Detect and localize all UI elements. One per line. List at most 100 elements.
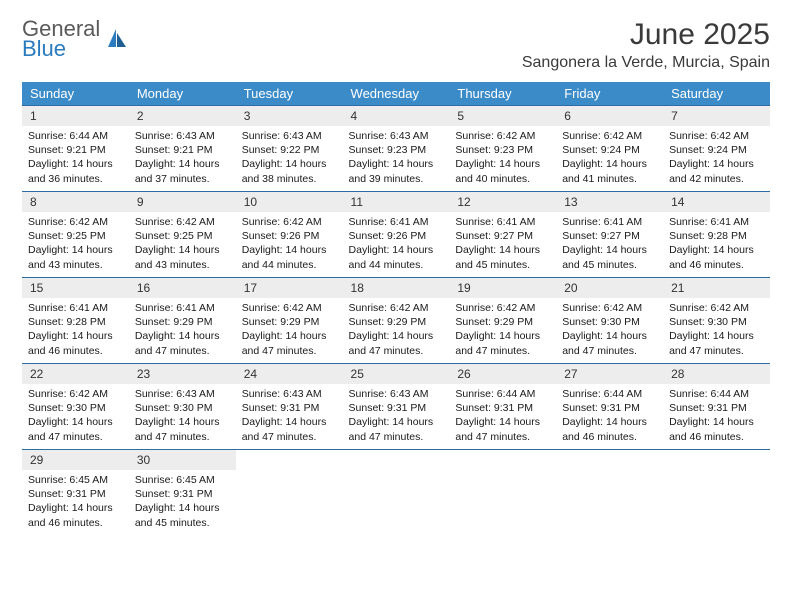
day-number: 21 xyxy=(663,278,770,298)
day-number: 27 xyxy=(556,364,663,384)
calendar-cell: 20Sunrise: 6:42 AMSunset: 9:30 PMDayligh… xyxy=(556,278,663,364)
day-number: 18 xyxy=(343,278,450,298)
calendar-cell: 1Sunrise: 6:44 AMSunset: 9:21 PMDaylight… xyxy=(22,106,129,192)
calendar-cell: 15Sunrise: 6:41 AMSunset: 9:28 PMDayligh… xyxy=(22,278,129,364)
day-header: Friday xyxy=(556,82,663,106)
calendar-cell: 9Sunrise: 6:42 AMSunset: 9:25 PMDaylight… xyxy=(129,192,236,278)
day-number: 16 xyxy=(129,278,236,298)
calendar-cell: .. xyxy=(343,450,450,536)
day-details: Sunrise: 6:44 AMSunset: 9:31 PMDaylight:… xyxy=(556,384,663,448)
day-number: 29 xyxy=(22,450,129,470)
calendar-cell: 11Sunrise: 6:41 AMSunset: 9:26 PMDayligh… xyxy=(343,192,450,278)
day-details: Sunrise: 6:42 AMSunset: 9:24 PMDaylight:… xyxy=(663,126,770,190)
day-details: Sunrise: 6:43 AMSunset: 9:31 PMDaylight:… xyxy=(343,384,450,448)
day-details: Sunrise: 6:42 AMSunset: 9:25 PMDaylight:… xyxy=(129,212,236,276)
day-number: 19 xyxy=(449,278,556,298)
day-details: Sunrise: 6:42 AMSunset: 9:25 PMDaylight:… xyxy=(22,212,129,276)
calendar-cell: 29Sunrise: 6:45 AMSunset: 9:31 PMDayligh… xyxy=(22,450,129,536)
calendar-cell: .. xyxy=(449,450,556,536)
day-details: Sunrise: 6:43 AMSunset: 9:31 PMDaylight:… xyxy=(236,384,343,448)
day-header: Sunday xyxy=(22,82,129,106)
day-number: 3 xyxy=(236,106,343,126)
brand-sail-icon xyxy=(104,27,128,51)
day-details: Sunrise: 6:41 AMSunset: 9:27 PMDaylight:… xyxy=(449,212,556,276)
calendar-cell: 22Sunrise: 6:42 AMSunset: 9:30 PMDayligh… xyxy=(22,364,129,450)
day-details: Sunrise: 6:43 AMSunset: 9:21 PMDaylight:… xyxy=(129,126,236,190)
brand-logo: General Blue xyxy=(22,18,128,60)
calendar-row: 22Sunrise: 6:42 AMSunset: 9:30 PMDayligh… xyxy=(22,364,770,450)
day-number: 7 xyxy=(663,106,770,126)
day-number: 2 xyxy=(129,106,236,126)
day-number: 23 xyxy=(129,364,236,384)
calendar-cell: 24Sunrise: 6:43 AMSunset: 9:31 PMDayligh… xyxy=(236,364,343,450)
day-details: Sunrise: 6:42 AMSunset: 9:29 PMDaylight:… xyxy=(236,298,343,362)
calendar-cell: 16Sunrise: 6:41 AMSunset: 9:29 PMDayligh… xyxy=(129,278,236,364)
day-number: 6 xyxy=(556,106,663,126)
calendar-cell: 6Sunrise: 6:42 AMSunset: 9:24 PMDaylight… xyxy=(556,106,663,192)
day-number: 22 xyxy=(22,364,129,384)
day-details: Sunrise: 6:41 AMSunset: 9:28 PMDaylight:… xyxy=(663,212,770,276)
day-details: Sunrise: 6:42 AMSunset: 9:23 PMDaylight:… xyxy=(449,126,556,190)
calendar-body: 1Sunrise: 6:44 AMSunset: 9:21 PMDaylight… xyxy=(22,106,770,536)
day-number: 5 xyxy=(449,106,556,126)
day-number: 30 xyxy=(129,450,236,470)
day-number: 24 xyxy=(236,364,343,384)
calendar-cell: 7Sunrise: 6:42 AMSunset: 9:24 PMDaylight… xyxy=(663,106,770,192)
calendar-cell: 17Sunrise: 6:42 AMSunset: 9:29 PMDayligh… xyxy=(236,278,343,364)
day-number: 14 xyxy=(663,192,770,212)
day-details: Sunrise: 6:42 AMSunset: 9:30 PMDaylight:… xyxy=(22,384,129,448)
day-number: 28 xyxy=(663,364,770,384)
calendar-row: 8Sunrise: 6:42 AMSunset: 9:25 PMDaylight… xyxy=(22,192,770,278)
day-number: 12 xyxy=(449,192,556,212)
calendar-cell: .. xyxy=(556,450,663,536)
calendar-row: 29Sunrise: 6:45 AMSunset: 9:31 PMDayligh… xyxy=(22,450,770,536)
day-details: Sunrise: 6:44 AMSunset: 9:31 PMDaylight:… xyxy=(449,384,556,448)
calendar-cell: 12Sunrise: 6:41 AMSunset: 9:27 PMDayligh… xyxy=(449,192,556,278)
day-details: Sunrise: 6:41 AMSunset: 9:27 PMDaylight:… xyxy=(556,212,663,276)
calendar-cell: 14Sunrise: 6:41 AMSunset: 9:28 PMDayligh… xyxy=(663,192,770,278)
calendar-cell: 21Sunrise: 6:42 AMSunset: 9:30 PMDayligh… xyxy=(663,278,770,364)
day-details: Sunrise: 6:41 AMSunset: 9:28 PMDaylight:… xyxy=(22,298,129,362)
calendar-row: 1Sunrise: 6:44 AMSunset: 9:21 PMDaylight… xyxy=(22,106,770,192)
calendar-cell: 4Sunrise: 6:43 AMSunset: 9:23 PMDaylight… xyxy=(343,106,450,192)
day-details: Sunrise: 6:41 AMSunset: 9:26 PMDaylight:… xyxy=(343,212,450,276)
day-header-row: Sunday Monday Tuesday Wednesday Thursday… xyxy=(22,82,770,106)
calendar-cell: 10Sunrise: 6:42 AMSunset: 9:26 PMDayligh… xyxy=(236,192,343,278)
day-number: 8 xyxy=(22,192,129,212)
calendar-cell: 8Sunrise: 6:42 AMSunset: 9:25 PMDaylight… xyxy=(22,192,129,278)
day-number: 11 xyxy=(343,192,450,212)
day-number: 20 xyxy=(556,278,663,298)
calendar-cell: 5Sunrise: 6:42 AMSunset: 9:23 PMDaylight… xyxy=(449,106,556,192)
brand-line2: Blue xyxy=(22,38,100,60)
day-number: 17 xyxy=(236,278,343,298)
day-header: Monday xyxy=(129,82,236,106)
calendar-cell: 23Sunrise: 6:43 AMSunset: 9:30 PMDayligh… xyxy=(129,364,236,450)
calendar-cell: 30Sunrise: 6:45 AMSunset: 9:31 PMDayligh… xyxy=(129,450,236,536)
day-details: Sunrise: 6:41 AMSunset: 9:29 PMDaylight:… xyxy=(129,298,236,362)
day-details: Sunrise: 6:42 AMSunset: 9:24 PMDaylight:… xyxy=(556,126,663,190)
day-details: Sunrise: 6:42 AMSunset: 9:29 PMDaylight:… xyxy=(343,298,450,362)
calendar-cell: 3Sunrise: 6:43 AMSunset: 9:22 PMDaylight… xyxy=(236,106,343,192)
day-details: Sunrise: 6:44 AMSunset: 9:21 PMDaylight:… xyxy=(22,126,129,190)
calendar-cell: 2Sunrise: 6:43 AMSunset: 9:21 PMDaylight… xyxy=(129,106,236,192)
calendar-cell: 18Sunrise: 6:42 AMSunset: 9:29 PMDayligh… xyxy=(343,278,450,364)
day-details: Sunrise: 6:42 AMSunset: 9:26 PMDaylight:… xyxy=(236,212,343,276)
calendar-table: Sunday Monday Tuesday Wednesday Thursday… xyxy=(22,82,770,536)
day-number: 15 xyxy=(22,278,129,298)
day-number: 4 xyxy=(343,106,450,126)
day-details: Sunrise: 6:43 AMSunset: 9:23 PMDaylight:… xyxy=(343,126,450,190)
day-details: Sunrise: 6:42 AMSunset: 9:29 PMDaylight:… xyxy=(449,298,556,362)
calendar-cell: 28Sunrise: 6:44 AMSunset: 9:31 PMDayligh… xyxy=(663,364,770,450)
day-number: 26 xyxy=(449,364,556,384)
day-header: Saturday xyxy=(663,82,770,106)
calendar-cell: .. xyxy=(663,450,770,536)
day-details: Sunrise: 6:43 AMSunset: 9:30 PMDaylight:… xyxy=(129,384,236,448)
calendar-cell: 19Sunrise: 6:42 AMSunset: 9:29 PMDayligh… xyxy=(449,278,556,364)
page-header: General Blue June 2025 Sangonera la Verd… xyxy=(22,18,770,72)
day-number: 25 xyxy=(343,364,450,384)
day-details: Sunrise: 6:42 AMSunset: 9:30 PMDaylight:… xyxy=(663,298,770,362)
day-details: Sunrise: 6:45 AMSunset: 9:31 PMDaylight:… xyxy=(22,470,129,534)
day-header: Thursday xyxy=(449,82,556,106)
day-number: 9 xyxy=(129,192,236,212)
day-header: Wednesday xyxy=(343,82,450,106)
